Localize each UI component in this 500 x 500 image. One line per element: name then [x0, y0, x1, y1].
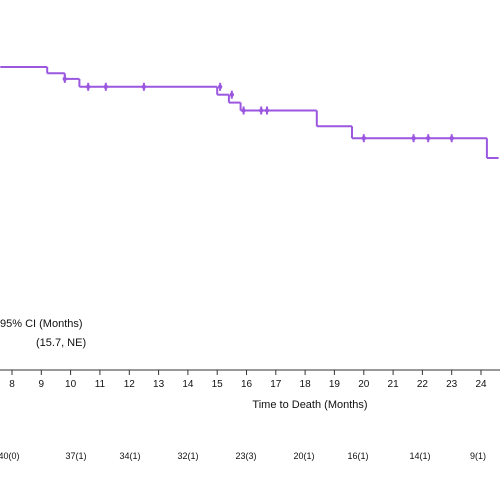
censor-dot — [264, 108, 270, 113]
x-tick-label: 18 — [300, 379, 312, 390]
risk-table-cell: 40(0) — [0, 451, 20, 461]
x-axis-label: Time to Death (Months) — [252, 399, 367, 411]
risk-table-cell: 34(1) — [119, 451, 140, 461]
x-tick-label: 23 — [446, 379, 458, 390]
censor-dot — [62, 76, 67, 82]
risk-table-cell: 14(1) — [409, 451, 430, 461]
x-tick-label: 14 — [182, 379, 194, 390]
x-tick-label: 22 — [417, 379, 429, 390]
censor-dot — [86, 84, 91, 90]
x-tick-label: 15 — [212, 379, 224, 390]
x-tick-label: 10 — [65, 379, 77, 390]
risk-table-cell: 16(1) — [347, 451, 368, 461]
risk-table-cell: 37(1) — [65, 451, 86, 461]
censor-dot — [259, 108, 264, 113]
ci-value: (15.7, NE) — [36, 337, 86, 349]
x-tick-label: 19 — [329, 379, 341, 390]
x-tick-label: 11 — [95, 379, 106, 390]
censor-dot — [241, 108, 246, 113]
x-axis-ticks: 8 9 10 11 12 13 14 15 16 17 18 19 20 21 22 23 24 — [9, 370, 487, 390]
survival-curve-layer — [0, 66, 499, 159]
censor-dot — [426, 136, 431, 141]
risk-table-cell: 9(1) — [470, 451, 486, 461]
x-tick-label: 8 — [9, 379, 15, 390]
risk-table-cell: 32(1) — [177, 451, 198, 461]
censor-dot — [217, 84, 223, 90]
x-tick-label: 24 — [475, 379, 487, 390]
censor-dot — [361, 136, 366, 141]
x-tick-label: 13 — [153, 379, 165, 390]
x-tick-label: 17 — [270, 379, 282, 390]
censor-dot — [103, 84, 109, 90]
censor-dot — [229, 92, 234, 97]
censor-dot — [411, 136, 416, 141]
censor-dot — [449, 136, 454, 141]
risk-table-cell: 20(1) — [293, 451, 314, 461]
x-tick-label: 16 — [241, 379, 253, 390]
censor-dot — [141, 84, 147, 90]
x-tick-label: 9 — [39, 379, 45, 390]
censor-marks-layer — [62, 74, 454, 143]
risk-table: 40(0) 37(1) 34(1) 32(1) 23(3) 20(1) 16(1) 14(1)… — [0, 451, 486, 461]
risk-table-cell: 23(3) — [235, 451, 256, 461]
x-tick-label: 20 — [358, 379, 370, 390]
x-tick-label: 12 — [124, 379, 136, 390]
x-tick-label: 21 — [388, 379, 400, 390]
ci-header: 95% CI (Months) — [0, 318, 83, 330]
